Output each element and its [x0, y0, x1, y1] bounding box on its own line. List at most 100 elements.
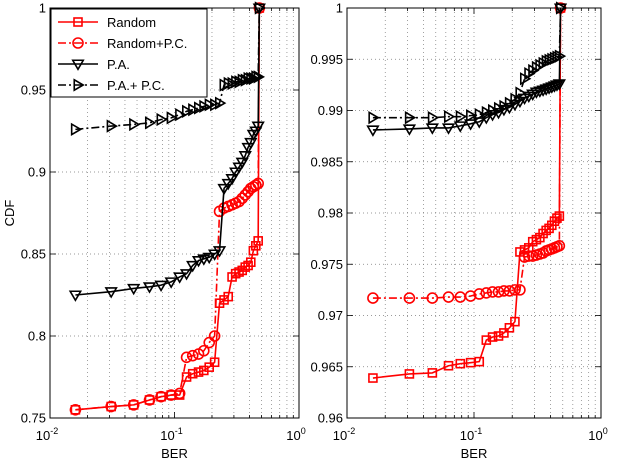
- data-point-random-p-c: [480, 287, 493, 299]
- legend-label-random-p-c: Random+P.C.: [107, 36, 187, 51]
- data-point-p-a-p-c: [182, 104, 194, 118]
- data-point-random: [404, 369, 415, 379]
- data-point-p-a: [104, 287, 118, 299]
- grid: [347, 8, 601, 418]
- legend-entry-p-a-p-c: P.A.+ P.C.: [58, 78, 165, 93]
- data-point-random: [368, 373, 378, 383]
- data-point-p-a-p-c: [481, 105, 494, 120]
- data-point-random-p-c: [198, 344, 210, 357]
- data-point-random-p-c: [252, 177, 264, 190]
- data-point-p-a: [191, 256, 206, 268]
- data-point-random-p-c: [165, 389, 177, 401]
- y-tick-label: 0.99: [318, 103, 343, 118]
- data-point-random: [427, 368, 438, 378]
- y-tick-label: 0.97: [318, 308, 343, 323]
- x-axis-label: BER: [161, 446, 188, 461]
- data-point-random-p-c: [143, 394, 156, 406]
- data-point-random: [487, 332, 498, 342]
- data-point-p-a: [68, 290, 83, 302]
- y-tick-label: 0.95: [21, 83, 46, 98]
- x-tick-label: 10-1: [160, 426, 182, 443]
- data-point-random-p-c: [250, 179, 262, 191]
- data-point-p-a: [545, 82, 559, 94]
- data-point-p-a-p-c: [106, 119, 119, 133]
- x-axis-label: BER: [461, 446, 488, 461]
- data-point-random: [240, 262, 251, 272]
- data-point-p-a-p-c: [466, 108, 478, 123]
- data-point-random: [144, 395, 155, 405]
- data-point-random: [248, 245, 259, 256]
- data-point-random: [549, 216, 560, 226]
- data-point-random-p-c: [486, 286, 499, 298]
- legend-entry-p-a: P.A.: [58, 57, 130, 72]
- data-point-random-p-c: [492, 286, 505, 298]
- data-point-p-a: [533, 86, 547, 98]
- data-point-p-a-p-c: [156, 112, 168, 127]
- y-axis-label: CDF: [2, 200, 17, 227]
- data-point-random-p-c: [186, 349, 199, 362]
- data-point-random-p-c: [173, 387, 186, 400]
- legend-marker-p-a: [71, 59, 85, 71]
- data-point-random-p-c: [514, 284, 526, 296]
- data-point-random: [455, 358, 466, 369]
- data-point-p-a-p-c: [554, 49, 567, 63]
- data-point-p-a-p-c: [443, 110, 456, 124]
- data-point-p-a: [154, 280, 168, 292]
- series-p-a: [366, 3, 568, 137]
- legend-marker-random: [73, 17, 83, 27]
- series-p-a: [68, 3, 266, 302]
- data-point-random-p-c: [522, 250, 535, 262]
- data-point-random-p-c: [518, 251, 531, 263]
- axes-frame: [346, 7, 602, 419]
- data-point-random: [443, 360, 454, 371]
- data-point-p-a-p-c: [199, 99, 211, 114]
- y-tick-label: 1: [336, 1, 343, 16]
- data-point-p-a: [217, 183, 231, 196]
- data-point-random-p-c: [127, 399, 140, 411]
- data-point-random-p-c: [236, 192, 249, 205]
- data-point-random: [204, 362, 215, 372]
- data-point-p-a: [542, 83, 556, 95]
- data-point-p-a-p-c: [188, 103, 200, 117]
- data-point-random-p-c: [426, 292, 439, 304]
- legend-label-p-a: P.A.: [107, 57, 130, 72]
- data-point-random: [209, 357, 220, 368]
- legend-label-p-a-p-c: P.A.+ P.C.: [107, 78, 165, 93]
- data-point-p-a-p-c: [368, 111, 380, 125]
- data-point-p-a-p-c: [129, 117, 141, 132]
- data-point-p-a-p-c: [214, 96, 227, 110]
- data-point-random-p-c: [553, 240, 566, 252]
- data-point-p-a-p-c: [493, 101, 506, 116]
- data-point-p-a: [221, 178, 235, 191]
- data-point-random-p-c: [403, 292, 416, 304]
- y-tick-label: 0.965: [310, 359, 343, 374]
- right-chart-panel: 10-2 10-1 100 0.96 0.965 0.97 0.975 0.98 0.985 0.…: [310, 1, 607, 462]
- data-point-p-a: [179, 269, 194, 281]
- y-tick-label: 0.96: [318, 411, 343, 426]
- data-point-p-a-p-c: [237, 73, 250, 87]
- data-point-p-a: [186, 260, 200, 273]
- data-point-p-a: [513, 96, 527, 109]
- data-point-random: [538, 228, 548, 239]
- data-point-p-a-p-c: [528, 63, 540, 78]
- data-point-p-a: [142, 282, 157, 294]
- y-tick-label: 0.985: [310, 154, 343, 169]
- data-point-p-a: [453, 121, 467, 133]
- series-random: [368, 3, 566, 383]
- data-point-random: [541, 225, 551, 236]
- data-point-random-p-c: [105, 400, 117, 413]
- data-point-p-a: [425, 123, 439, 135]
- data-point-random: [223, 291, 234, 302]
- data-point-p-a: [244, 137, 258, 150]
- y-tick-label: 0.75: [21, 411, 46, 426]
- data-point-p-a-p-c: [70, 122, 83, 137]
- data-point-random: [544, 223, 554, 234]
- data-point-random: [234, 267, 244, 277]
- x-tick-label: 100: [286, 426, 305, 443]
- series-p-a-p-c: [70, 1, 267, 137]
- y-tick-label: 0.98: [318, 206, 343, 221]
- data-point-p-a-p-c: [404, 111, 417, 125]
- legend-label-random: Random: [107, 15, 156, 30]
- data-point-random-p-c: [473, 288, 486, 300]
